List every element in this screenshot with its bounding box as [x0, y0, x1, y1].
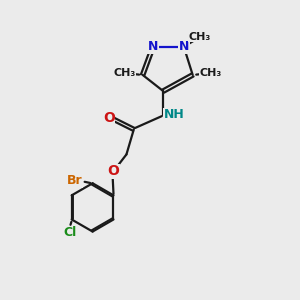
- Text: CH₃: CH₃: [189, 32, 211, 42]
- Text: CH₃: CH₃: [200, 68, 222, 78]
- Text: N: N: [148, 40, 158, 53]
- Text: O: O: [103, 111, 115, 124]
- Text: O: O: [107, 164, 119, 178]
- Text: Br: Br: [67, 174, 83, 188]
- Text: Cl: Cl: [64, 226, 77, 239]
- Text: CH₃: CH₃: [113, 68, 136, 78]
- Text: N: N: [179, 40, 189, 53]
- Text: NH: NH: [164, 108, 185, 121]
